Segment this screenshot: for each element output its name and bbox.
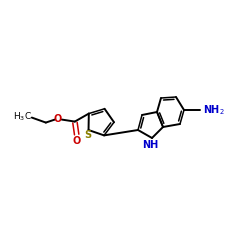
Text: S: S	[84, 130, 91, 140]
Text: O: O	[73, 136, 81, 145]
Text: H$_3$C: H$_3$C	[13, 110, 32, 123]
Text: O: O	[54, 114, 62, 124]
Text: NH: NH	[142, 140, 158, 150]
Text: NH$_2$: NH$_2$	[203, 103, 225, 117]
